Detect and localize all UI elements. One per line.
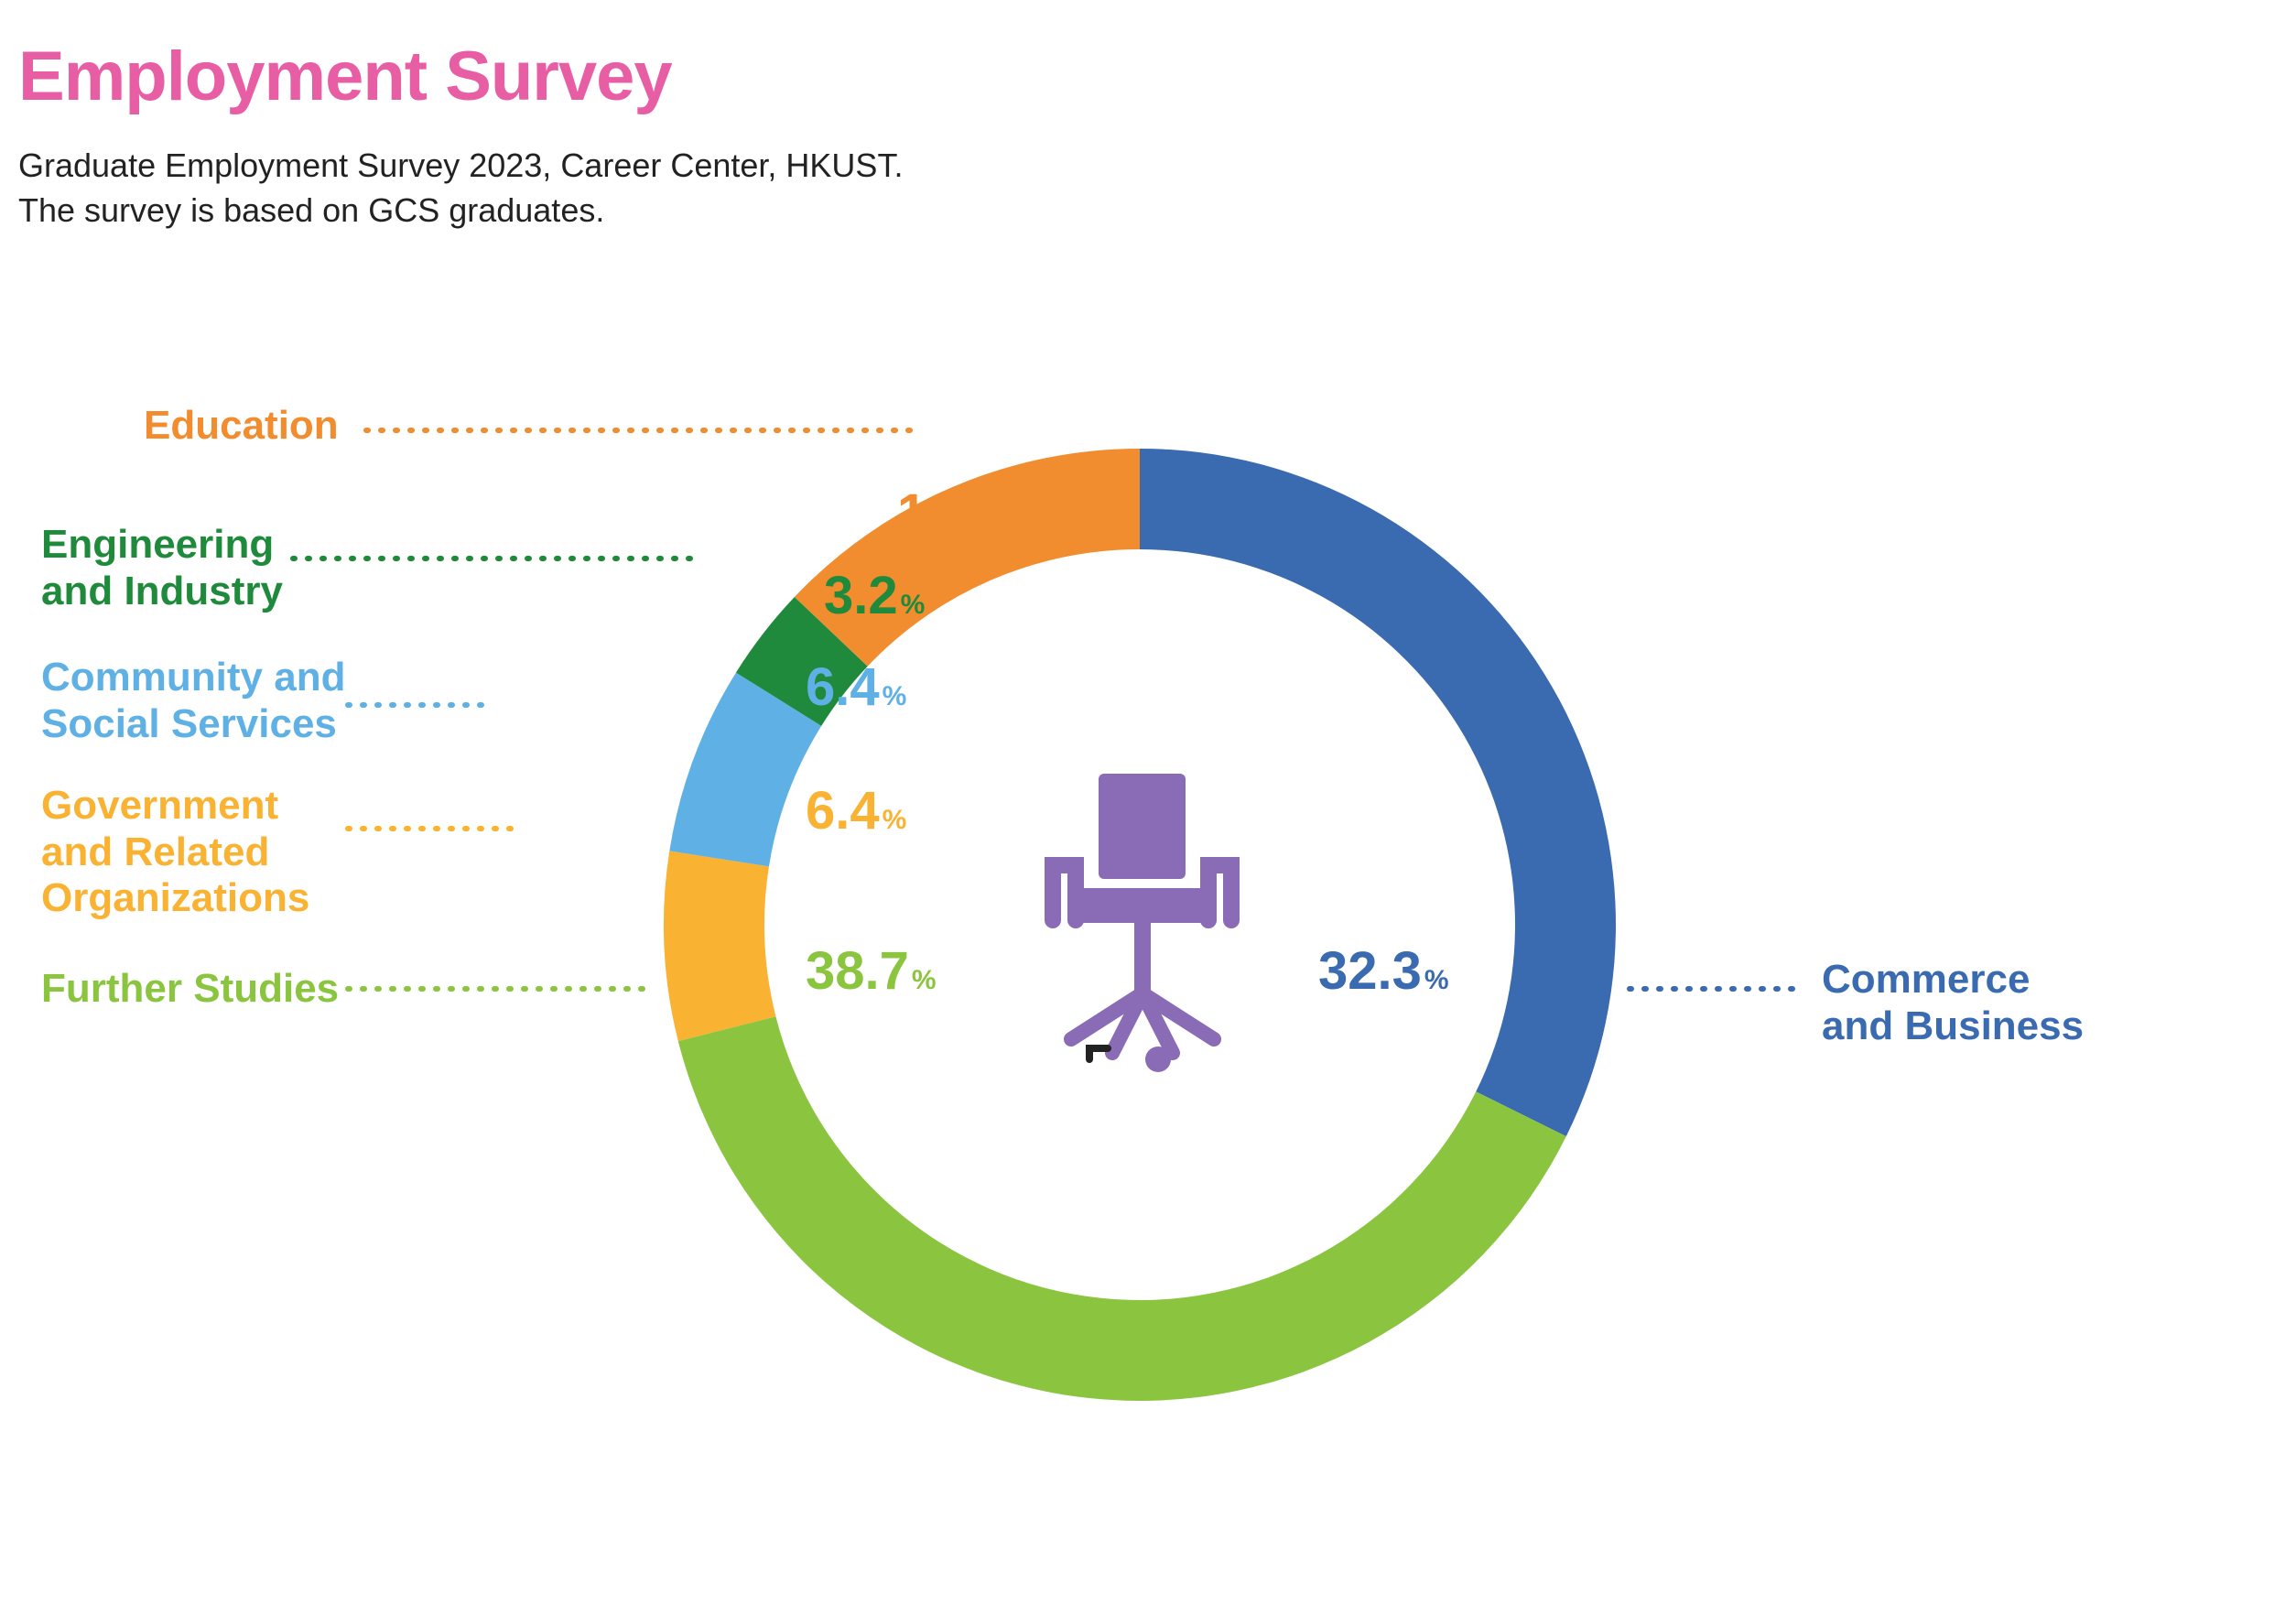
donut-chart-svg: 32.3%38.7%6.4%6.4%3.2%12.9% (0, 275, 2296, 1556)
donut-slice-further (678, 1016, 1566, 1401)
pct-label-government: 6.4% (806, 781, 906, 841)
pct-label-further: 38.7% (806, 941, 937, 1001)
category-label-engineering: Engineering and Industry (41, 522, 283, 614)
subtitle-line-1: Graduate Employment Survey 2023, Career … (18, 146, 903, 184)
category-label-government: Government and Related Organizations (41, 783, 309, 922)
category-label-community: Community and Social Services (41, 655, 345, 747)
office-chair-icon (1053, 774, 1231, 1072)
category-label-education: Education (144, 403, 339, 450)
category-label-further: Further Studies (41, 966, 339, 1013)
subtitle-line-2: The survey is based on GCS graduates. (18, 191, 604, 229)
pct-label-commerce: 32.3% (1318, 941, 1449, 1001)
pct-label-community: 6.4% (806, 657, 906, 717)
page-title: Employment Survey (18, 37, 2278, 116)
donut-slice-education (795, 449, 1140, 667)
donut-slice-government (664, 851, 775, 1041)
page-root: Employment Survey Graduate Employment Su… (0, 0, 2296, 1616)
page-subtitle: Graduate Employment Survey 2023, Career … (18, 144, 2278, 233)
donut-chart-container: 32.3%38.7%6.4%6.4%3.2%12.9% Commerce and… (0, 275, 2296, 1556)
category-label-commerce: Commerce and Business (1822, 957, 2084, 1049)
